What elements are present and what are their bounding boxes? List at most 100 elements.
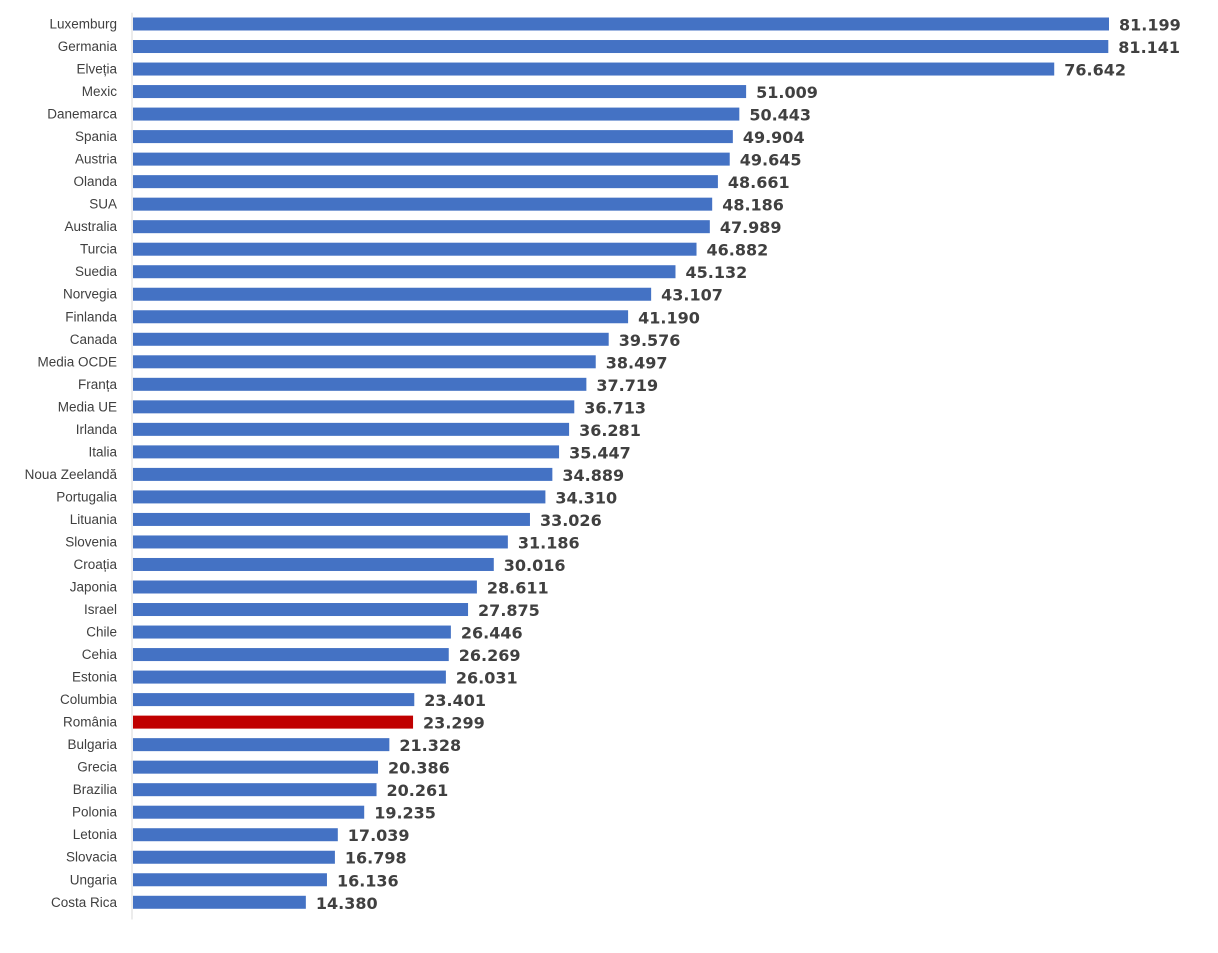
bar-media-ue (133, 400, 575, 414)
category-label-franta: Franța (78, 377, 118, 392)
value-label-australia: 47.989 (720, 218, 782, 237)
category-label-media-ocde: Media OCDE (37, 354, 117, 369)
bar-austria (133, 152, 730, 166)
bar-cehia (133, 648, 449, 662)
value-label-franta: 37.719 (596, 376, 658, 395)
category-label-germania: Germania (58, 39, 118, 54)
value-label-estonia: 26.031 (456, 669, 518, 688)
bar-slovenia (133, 535, 508, 549)
category-label-slovacia: Slovacia (66, 850, 118, 865)
category-label-australia: Australia (64, 219, 117, 234)
category-label-columbia: Columbia (60, 692, 118, 707)
bar-mexic (133, 85, 747, 99)
value-label-israel: 27.875 (478, 601, 540, 620)
value-label-media-ue: 36.713 (584, 398, 646, 417)
category-label-olanda: Olanda (73, 174, 117, 189)
value-label-ungaria: 16.136 (337, 871, 399, 890)
value-label-luxemburg: 81.199 (1119, 16, 1181, 35)
value-label-letonia: 17.039 (348, 826, 410, 845)
category-label-israel: Israel (84, 602, 117, 617)
value-label-olanda: 48.661 (728, 173, 790, 192)
bar-costa-rica (133, 895, 306, 909)
category-label-italia: Italia (88, 444, 117, 459)
bar-irlanda (133, 422, 570, 436)
category-label-elvetia: Elveția (76, 62, 117, 77)
bar-slovacia (133, 850, 335, 864)
category-label-grecia: Grecia (77, 760, 117, 775)
category-label-luxemburg: Luxemburg (49, 17, 117, 32)
bar-suedia (133, 265, 676, 279)
value-label-portugalia: 34.310 (555, 488, 617, 507)
category-label-bulgaria: Bulgaria (67, 737, 117, 752)
value-label-bulgaria: 21.328 (399, 736, 461, 755)
bar-luxemburg (133, 17, 1109, 31)
value-label-slovacia: 16.798 (345, 849, 407, 868)
bar-elvetia (133, 62, 1055, 76)
category-label-noua-zeelanda: Noua Zeelandă (25, 467, 118, 482)
category-label-brazilia: Brazilia (73, 782, 118, 797)
value-label-cehia: 26.269 (459, 646, 521, 665)
bar-israel (133, 603, 469, 617)
value-label-sua: 48.186 (722, 196, 784, 215)
category-label-media-ue: Media UE (58, 399, 117, 414)
bar-spania (133, 130, 733, 144)
value-label-germania: 81.141 (1118, 38, 1180, 57)
bar-estonia (133, 670, 446, 684)
bar-sua (133, 197, 713, 211)
bar-canada (133, 332, 609, 346)
category-label-slovenia: Slovenia (65, 534, 117, 549)
value-label-turcia: 46.882 (707, 241, 769, 260)
bar-columbia (133, 693, 415, 707)
value-label-chile: 26.446 (461, 624, 523, 643)
bar-finlanda (133, 310, 629, 324)
bar-franta (133, 377, 587, 391)
category-label-suedia: Suedia (75, 264, 118, 279)
value-label-grecia: 20.386 (388, 759, 450, 778)
bar-australia (133, 220, 710, 234)
bar-olanda (133, 175, 718, 189)
bar-letonia (133, 828, 338, 842)
bar-bulgaria (133, 738, 390, 752)
category-label-costa-rica: Costa Rica (51, 895, 118, 910)
bar-brazilia (133, 783, 377, 797)
category-label-polonia: Polonia (72, 805, 118, 820)
value-label-japonia: 28.611 (487, 579, 549, 598)
category-label-sua: SUA (89, 197, 117, 212)
category-label-croatia: Croația (73, 557, 117, 572)
category-label-chile: Chile (86, 625, 117, 640)
value-label-italia: 35.447 (569, 443, 631, 462)
value-label-irlanda: 36.281 (579, 421, 641, 440)
value-label-noua-zeelanda: 34.889 (562, 466, 624, 485)
category-label-ungaria: Ungaria (70, 872, 118, 887)
category-label-canada: Canada (70, 332, 118, 347)
bar-romania (133, 715, 414, 729)
bar-noua-zeelanda (133, 467, 553, 481)
bar-turcia (133, 242, 697, 256)
category-label-japonia: Japonia (70, 580, 118, 595)
value-label-polonia: 19.235 (374, 804, 436, 823)
category-label-lituania: Lituania (70, 512, 118, 527)
value-label-austria: 49.645 (740, 151, 802, 170)
category-label-turcia: Turcia (80, 242, 117, 257)
value-label-norvegia: 43.107 (661, 286, 723, 305)
bar-danemarca (133, 107, 740, 121)
value-label-costa-rica: 14.380 (316, 894, 378, 913)
value-label-spania: 49.904 (743, 128, 805, 147)
value-label-columbia: 23.401 (424, 691, 486, 710)
value-label-mexic: 51.009 (756, 83, 818, 102)
category-label-danemarca: Danemarca (47, 107, 117, 122)
bar-italia (133, 445, 560, 459)
category-label-spania: Spania (75, 129, 118, 144)
value-label-finlanda: 41.190 (638, 308, 700, 327)
bar-grecia (133, 760, 379, 774)
bar-lituania (133, 512, 530, 526)
value-label-canada: 39.576 (619, 331, 681, 350)
bar-norvegia (133, 287, 652, 301)
bar-germania (133, 40, 1109, 54)
category-label-estonia: Estonia (72, 670, 118, 685)
bar-japonia (133, 580, 477, 594)
bar-polonia (133, 805, 365, 819)
category-label-irlanda: Irlanda (76, 422, 118, 437)
